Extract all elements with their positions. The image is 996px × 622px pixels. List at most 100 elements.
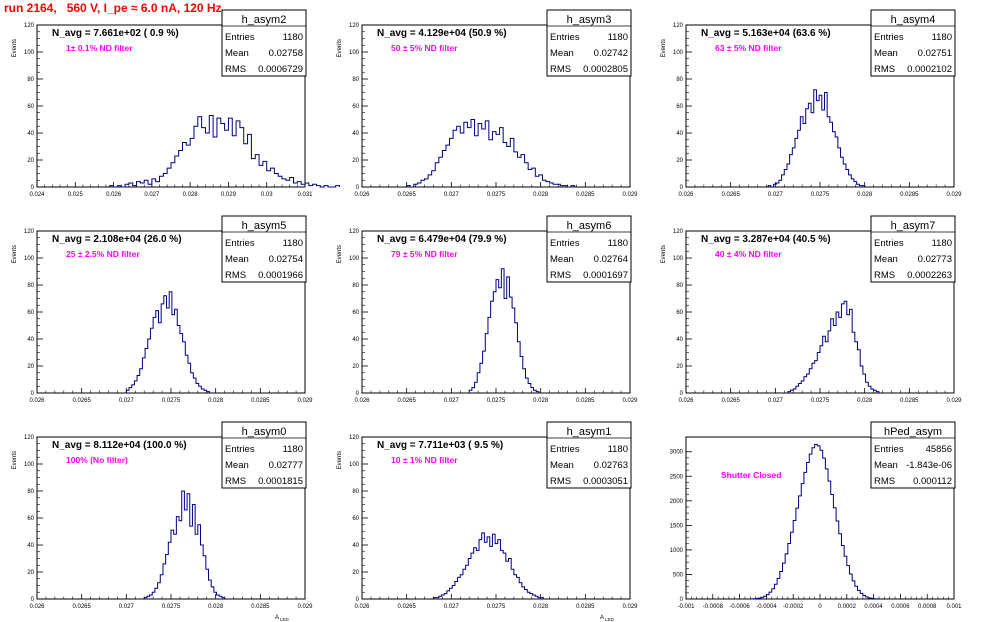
stats-key: Mean — [225, 254, 249, 265]
stats-value: 1180 — [608, 444, 628, 455]
x-tick-label: 0.028 — [208, 604, 224, 610]
histogram-panel: 0.026 0.0265 0.027 0.0275 0.028 0.0285 0.029 0 2… — [337, 9, 638, 198]
y-tick-label: 80 — [352, 489, 359, 495]
y-tick-label: 40 — [27, 131, 34, 137]
histogram-name: hPed_asym — [884, 426, 942, 438]
y-axis-label: Events — [12, 245, 18, 263]
stats-value: 0.02763 — [594, 460, 628, 471]
y-tick-label: 60 — [352, 104, 359, 110]
x-tick-label: 0 — [818, 604, 822, 610]
stats-value: -1.843e-06 — [906, 460, 952, 471]
navg-label: N_avg = 7.661e+02 ( 0.9 %) — [52, 28, 179, 39]
stats-value: 0.02754 — [269, 254, 303, 265]
y-tick-label: 40 — [352, 543, 359, 549]
stats-value: 0.0001697 — [583, 270, 628, 281]
x-tick-label: 0.028 — [533, 192, 549, 198]
x-tick-label: 0.0285 — [576, 192, 595, 198]
y-tick-label: 0 — [356, 391, 360, 397]
filter-label: 10 ± 1% ND filter — [391, 455, 458, 465]
histogram-panel: 0.026 0.0265 0.027 0.0275 0.028 0.0285 0.029 0 2… — [661, 215, 962, 404]
stats-key: Mean — [874, 48, 898, 59]
y-tick-label: 100 — [24, 462, 35, 468]
x-tick-label: 0.027 — [768, 192, 784, 198]
x-tick-label: 0.0275 — [162, 398, 181, 404]
y-tick-label: 3000 — [670, 450, 684, 456]
y-tick-label: 60 — [352, 516, 359, 522]
y-tick-label: 20 — [27, 364, 34, 370]
x-tick-label: 0.028 — [183, 192, 199, 198]
x-tick-label: 0.024 — [29, 192, 45, 198]
histogram-series — [143, 490, 226, 599]
y-tick-label: 80 — [27, 77, 34, 83]
x-tick-label: -0.0002 — [783, 604, 804, 610]
stats-value: 1180 — [608, 238, 628, 249]
filter-label: 100% (No filter) — [66, 455, 128, 465]
navg-label: N_avg = 3.287e+04 (40.5 %) — [701, 234, 831, 245]
y-tick-label: 20 — [27, 570, 34, 576]
stats-value: 1180 — [283, 238, 303, 249]
y-tick-label: 60 — [676, 104, 683, 110]
histogram-series — [406, 119, 576, 188]
y-axis-label: Events — [12, 451, 18, 469]
x-tick-label: 0.026 — [29, 604, 45, 610]
stats-box — [870, 421, 956, 489]
y-tick-label: 0 — [356, 185, 360, 191]
stats-key: RMS — [874, 270, 895, 281]
x-tick-label: -0.0006 — [729, 604, 750, 610]
y-axis-label: Events — [12, 39, 18, 57]
histogram-name: h_asym7 — [891, 220, 936, 232]
x-tick-label: 0.029 — [946, 192, 962, 198]
histogram-series — [468, 268, 540, 393]
histogram-panel: 0.026 0.0265 0.027 0.0275 0.028 0.0285 0.029 0 2… — [661, 9, 962, 198]
y-tick-label: 120 — [24, 229, 35, 235]
x-tick-label: 0.0285 — [900, 192, 919, 198]
y-axis-label: Events — [337, 245, 343, 263]
y-tick-label: 120 — [24, 435, 35, 441]
y-tick-label: 2000 — [670, 499, 684, 505]
filter-label: Shutter Closed — [721, 470, 781, 480]
histogram-series — [109, 114, 340, 188]
stats-key: RMS — [225, 476, 246, 487]
y-tick-label: 60 — [27, 104, 34, 110]
filter-label: 40 ± 4% ND filter — [715, 249, 782, 259]
y-tick-label: 40 — [676, 337, 683, 343]
stats-box — [870, 215, 956, 283]
y-tick-label: 120 — [349, 229, 360, 235]
y-tick-label: 80 — [676, 283, 683, 289]
x-tick-label: 0.027 — [444, 604, 460, 610]
histogram-panel: 0.026 0.0265 0.027 0.0275 0.028 0.0285 0.029 0 2… — [337, 421, 638, 622]
stats-value: 1180 — [932, 32, 952, 43]
filter-label: 63 ± 5% ND filter — [715, 43, 782, 53]
y-tick-label: 60 — [27, 516, 34, 522]
stats-value: 0.0003051 — [583, 476, 628, 487]
y-tick-label: 60 — [352, 310, 359, 316]
y-tick-label: 40 — [352, 131, 359, 137]
x-tick-label: 0.0008 — [918, 604, 937, 610]
stats-value: 0.02777 — [269, 460, 303, 471]
y-tick-label: 1000 — [670, 548, 684, 554]
stats-box — [546, 9, 632, 77]
x-tick-label: 0.026 — [678, 192, 694, 198]
x-tick-label: -0.0008 — [703, 604, 724, 610]
x-axis-label: ALED — [275, 615, 290, 622]
x-tick-label: 0.0002 — [838, 604, 857, 610]
stats-value: 0.0001815 — [258, 476, 303, 487]
y-tick-label: 80 — [352, 77, 359, 83]
y-tick-label: 120 — [349, 23, 360, 29]
y-tick-label: 0 — [31, 185, 35, 191]
stats-key: Mean — [874, 460, 898, 471]
x-tick-label: 0.0285 — [251, 398, 270, 404]
x-tick-label: 0.026 — [354, 192, 370, 198]
histogram-series — [787, 300, 880, 393]
stats-key: RMS — [550, 270, 571, 281]
y-tick-label: 40 — [352, 337, 359, 343]
y-tick-label: 100 — [349, 50, 360, 56]
y-tick-label: 0 — [680, 391, 684, 397]
stats-key: Entries — [225, 444, 255, 455]
stats-key: RMS — [874, 64, 895, 75]
x-tick-label: 0.0265 — [397, 192, 416, 198]
stats-value: 1180 — [932, 238, 952, 249]
x-tick-label: 0.027 — [119, 398, 135, 404]
stats-value: 1180 — [283, 32, 303, 43]
x-tick-label: 0.0275 — [162, 604, 181, 610]
